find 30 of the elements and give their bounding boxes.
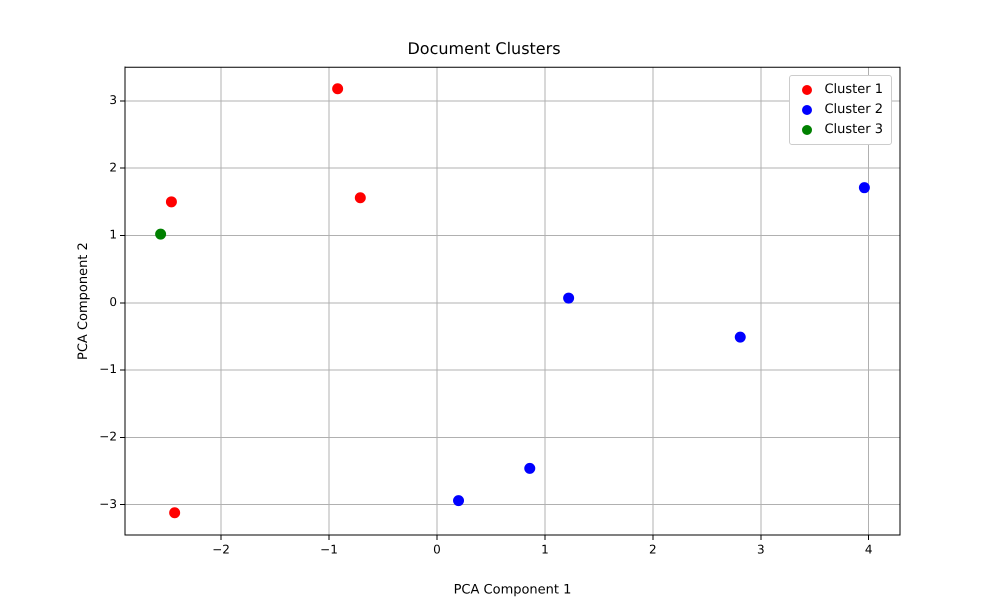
x-tick-label: 3 [756,542,765,556]
x-tick-label: −1 [320,542,338,556]
y-tick-label: 1 [109,228,117,242]
x-tick-label: −2 [212,542,230,556]
legend-label: Cluster 3 [824,121,883,140]
point [155,228,166,240]
point [524,462,536,474]
point [169,507,180,518]
y-tick-label: 2 [109,160,117,174]
point [453,495,464,506]
point [354,192,366,204]
chart-title: Document Clusters [407,38,561,58]
point [734,332,746,343]
x-tick-label: 0 [433,542,441,556]
y-axis-title: PCA Component 2 [76,242,92,360]
x-tick-label: 4 [864,542,873,556]
point [332,83,344,94]
y-tick-label: −3 [99,496,117,511]
y-tick-label: −2 [99,430,117,444]
x-axis-title: PCA Component 1 [454,582,572,598]
x-tick-label: 1 [541,542,549,556]
point [563,292,574,304]
y-tick-label: 0 [109,294,117,309]
point [858,182,870,194]
point [166,196,177,208]
y-tick-label: −1 [99,362,117,376]
legend-label: Cluster 1 [824,81,883,100]
x-tick-label: 2 [649,542,657,556]
y-tick-label: 3 [109,92,117,107]
legend-label: Cluster 2 [824,101,883,120]
